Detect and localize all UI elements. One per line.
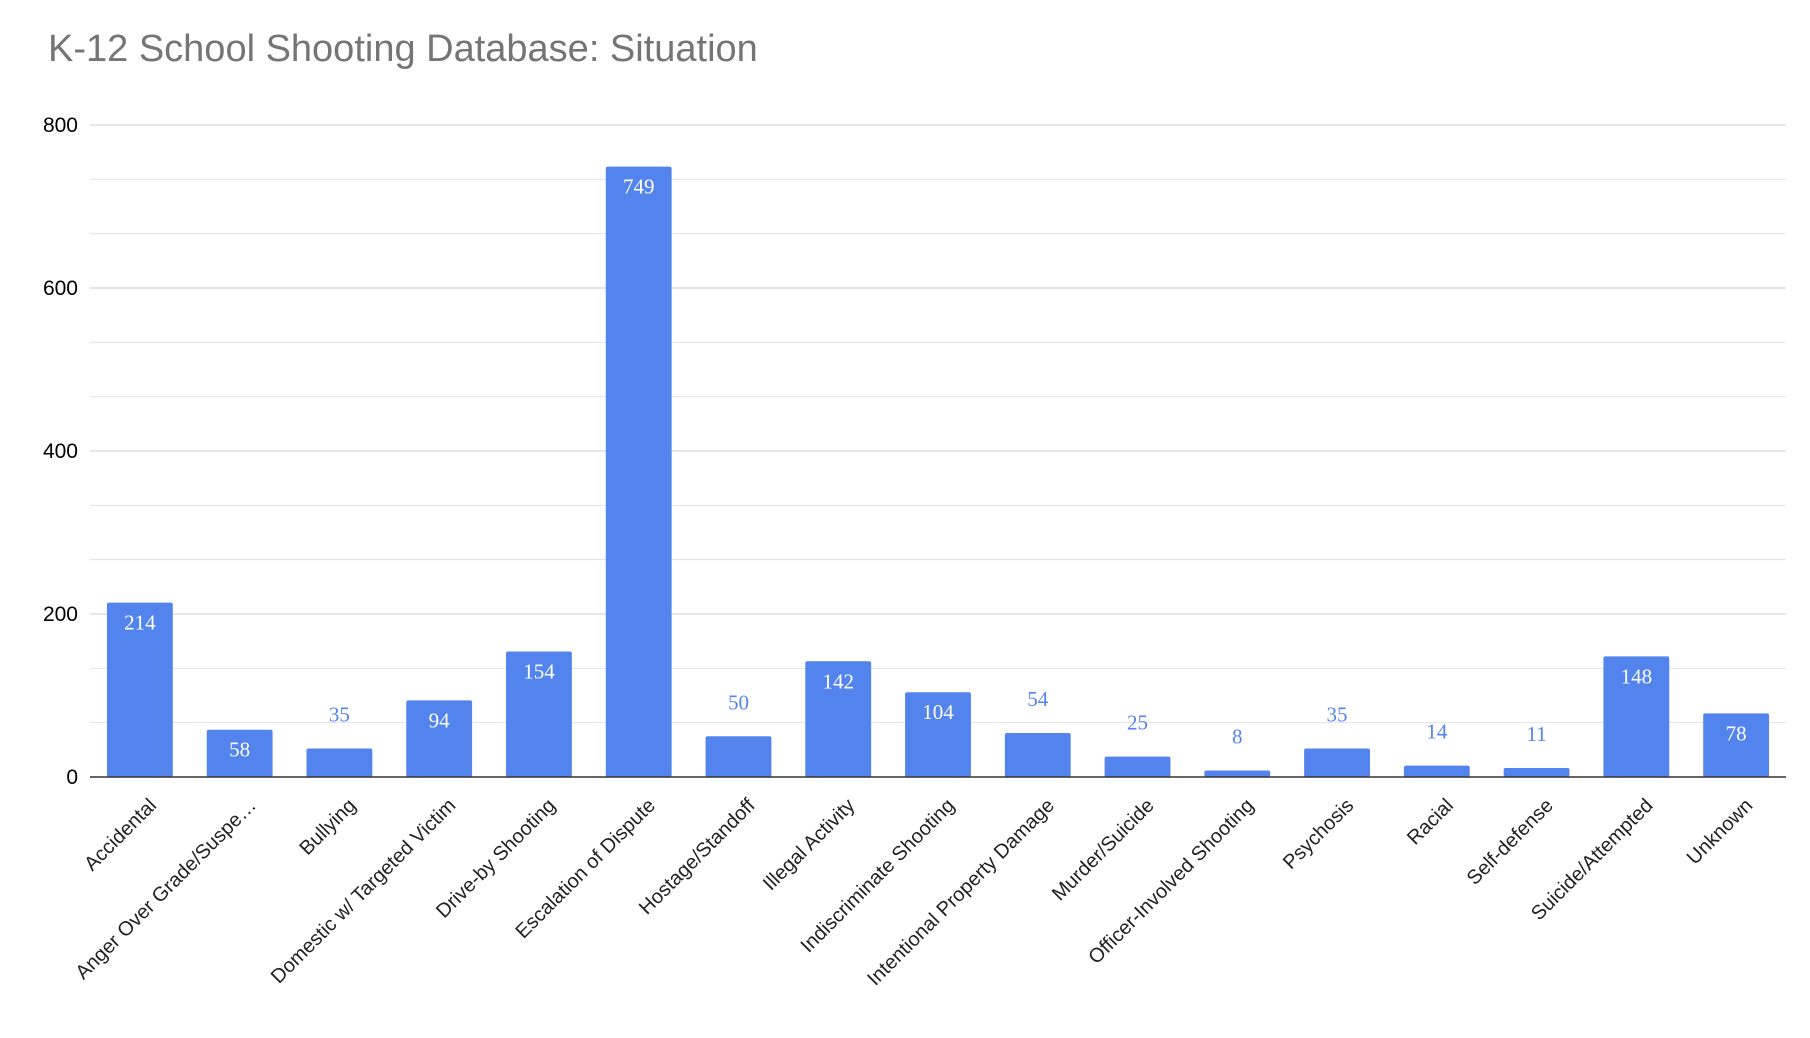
category-label: Psychosis bbox=[1279, 795, 1358, 874]
bar bbox=[1004, 732, 1071, 777]
category-label: Unknown bbox=[1683, 795, 1758, 870]
bar bbox=[106, 602, 173, 777]
data-label: 749 bbox=[623, 175, 655, 199]
data-label: 58 bbox=[229, 738, 250, 762]
bar bbox=[905, 692, 971, 777]
y-tick-label: 0 bbox=[66, 766, 78, 789]
bar bbox=[306, 748, 373, 777]
bar bbox=[1603, 656, 1670, 777]
y-tick-label: 800 bbox=[43, 114, 78, 137]
category-label: Accidental bbox=[80, 795, 161, 876]
bar bbox=[1703, 713, 1770, 777]
data-label: 25 bbox=[1127, 711, 1148, 735]
data-label: 214 bbox=[124, 611, 156, 635]
bar bbox=[705, 736, 772, 777]
category-label: Self-defense bbox=[1463, 795, 1558, 890]
data-label: 142 bbox=[822, 669, 854, 693]
bar bbox=[1204, 770, 1271, 777]
y-tick-label: 200 bbox=[43, 603, 78, 626]
bar bbox=[805, 661, 872, 777]
category-label: Racial bbox=[1403, 795, 1458, 850]
category-label: Officer-Involved Shooting bbox=[1084, 795, 1258, 969]
y-tick-label: 600 bbox=[43, 277, 78, 300]
data-label: 8 bbox=[1232, 724, 1243, 748]
bars bbox=[106, 166, 1770, 777]
data-label: 35 bbox=[1327, 702, 1348, 726]
y-tick-label: 400 bbox=[43, 440, 78, 463]
bar bbox=[1104, 756, 1171, 777]
category-label: Domestic w/ Targeted Victim bbox=[267, 795, 460, 988]
chart-title: K-12 School Shooting Database: Situation bbox=[48, 28, 758, 70]
data-label: 148 bbox=[1621, 664, 1653, 688]
data-label: 154 bbox=[523, 659, 555, 683]
data-label: 14 bbox=[1426, 720, 1448, 744]
data-label: 11 bbox=[1526, 722, 1546, 746]
category-label: Illegal Activity bbox=[759, 795, 859, 895]
data-label: 94 bbox=[429, 708, 451, 732]
bar bbox=[605, 166, 672, 777]
category-label: Intentional Property Damage bbox=[863, 795, 1059, 991]
bar bbox=[506, 651, 572, 777]
data-label: 78 bbox=[1726, 721, 1747, 745]
data-label: 35 bbox=[329, 702, 350, 726]
data-label: 50 bbox=[728, 690, 749, 714]
bar bbox=[1403, 765, 1470, 777]
category-label: Anger Over Grade/Suspe… bbox=[72, 795, 261, 984]
bar bbox=[406, 700, 473, 777]
data-label: 104 bbox=[922, 700, 954, 724]
bar bbox=[1304, 748, 1370, 777]
category-label: Murder/Suicide bbox=[1048, 795, 1159, 906]
bar bbox=[1503, 768, 1570, 777]
category-label: Bullying bbox=[295, 795, 360, 860]
gridlines bbox=[90, 124, 1786, 724]
bar bbox=[206, 729, 273, 777]
data-label: 54 bbox=[1027, 687, 1049, 711]
labels: 0 200 400 600 800 214 Accidental 58 Anger Over G… bbox=[43, 114, 1757, 990]
